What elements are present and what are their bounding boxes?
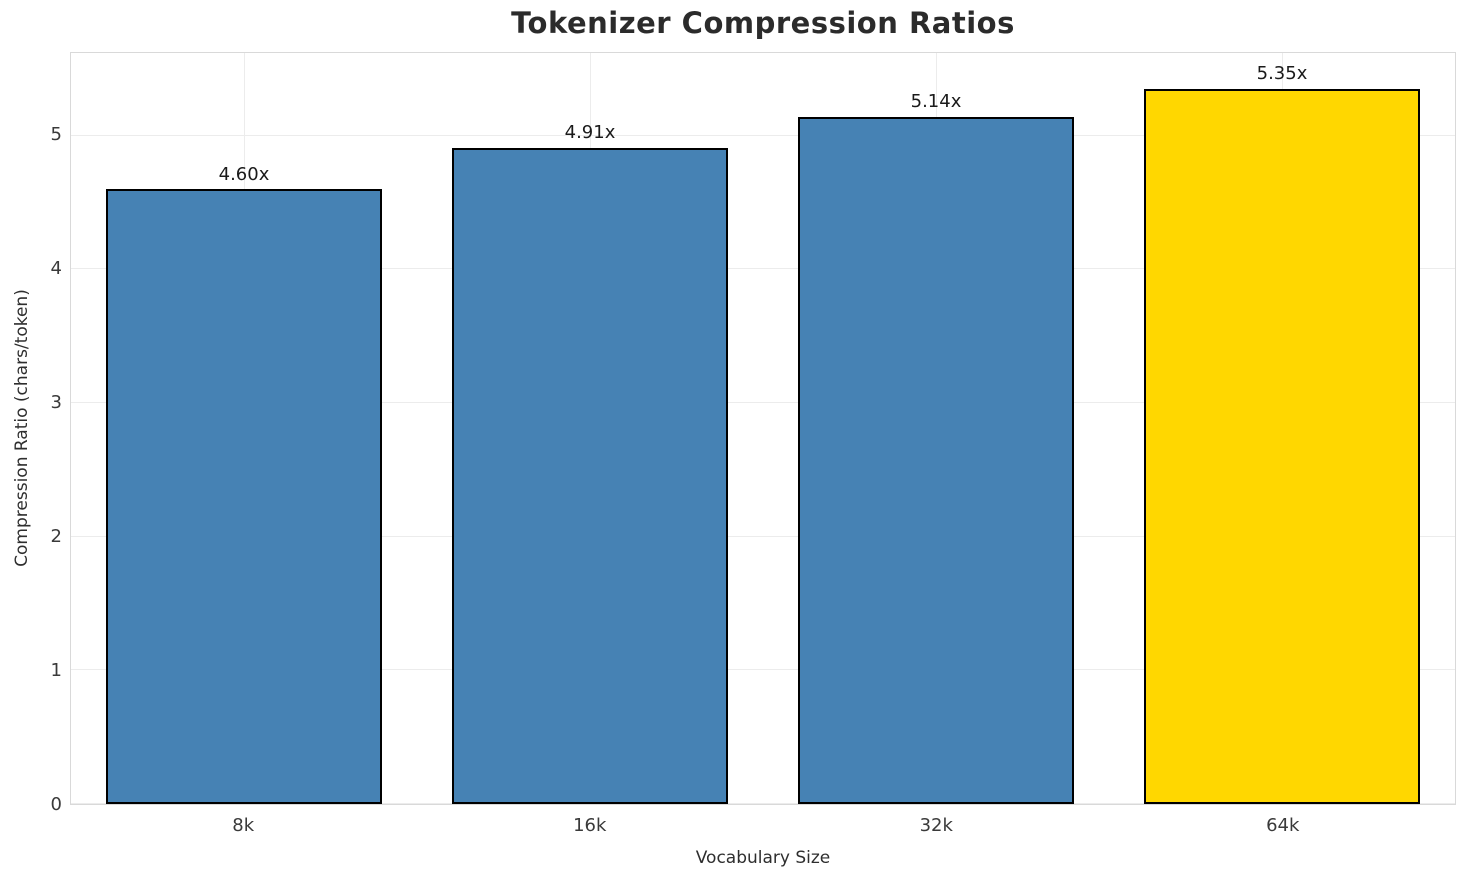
x-tick-label: 32k [919, 815, 953, 836]
bars-container: 4.60x 4.91x 5.14x 5.35x [71, 53, 1455, 804]
gridline-horizontal [71, 803, 1455, 804]
x-axis-ticks: 8k 16k 32k 64k [70, 815, 1456, 836]
y-tick-label: 0 [50, 794, 62, 815]
bar-16k [451, 147, 729, 804]
y-tick-label: 5 [50, 124, 62, 146]
gridline-horizontal [71, 268, 1455, 270]
chart-title: Tokenizer Compression Ratios [511, 6, 1015, 40]
y-tick-label: 1 [50, 660, 62, 682]
x-tick-label: 16k [573, 815, 607, 836]
bar-slot: 4.91x [417, 53, 763, 804]
y-tick-label: 4 [50, 258, 62, 280]
y-tick-label: 3 [50, 392, 62, 414]
plot-area: 4.60x 4.91x 5.14x 5.35x [70, 52, 1456, 805]
bar-value-label: 5.14x [910, 91, 962, 113]
y-tick-label: 2 [50, 526, 62, 548]
bar-value-label: 5.35x [1256, 63, 1308, 85]
x-tick-label: 64k [1266, 815, 1300, 836]
y-axis-label: Compression Ratio (chars/token) [12, 289, 32, 567]
x-axis-label: Vocabulary Size [695, 848, 831, 868]
bar-value-label: 4.91x [564, 122, 616, 144]
bar-64k [1143, 89, 1421, 804]
bar-32k [797, 117, 1075, 804]
gridline-horizontal [71, 402, 1455, 404]
y-axis-ticks: 0 1 2 3 4 5 [0, 52, 62, 814]
bar-8k [105, 189, 383, 804]
bar-value-label: 4.60x [218, 163, 270, 185]
gridline-horizontal [71, 134, 1455, 136]
bar-slot: 4.60x [71, 53, 417, 804]
x-tick-label: 8k [232, 815, 255, 836]
bar-slot: 5.35x [1109, 53, 1455, 804]
gridline-horizontal [71, 535, 1455, 537]
gridline-horizontal [71, 669, 1455, 671]
bar-slot: 5.14x [763, 53, 1109, 804]
